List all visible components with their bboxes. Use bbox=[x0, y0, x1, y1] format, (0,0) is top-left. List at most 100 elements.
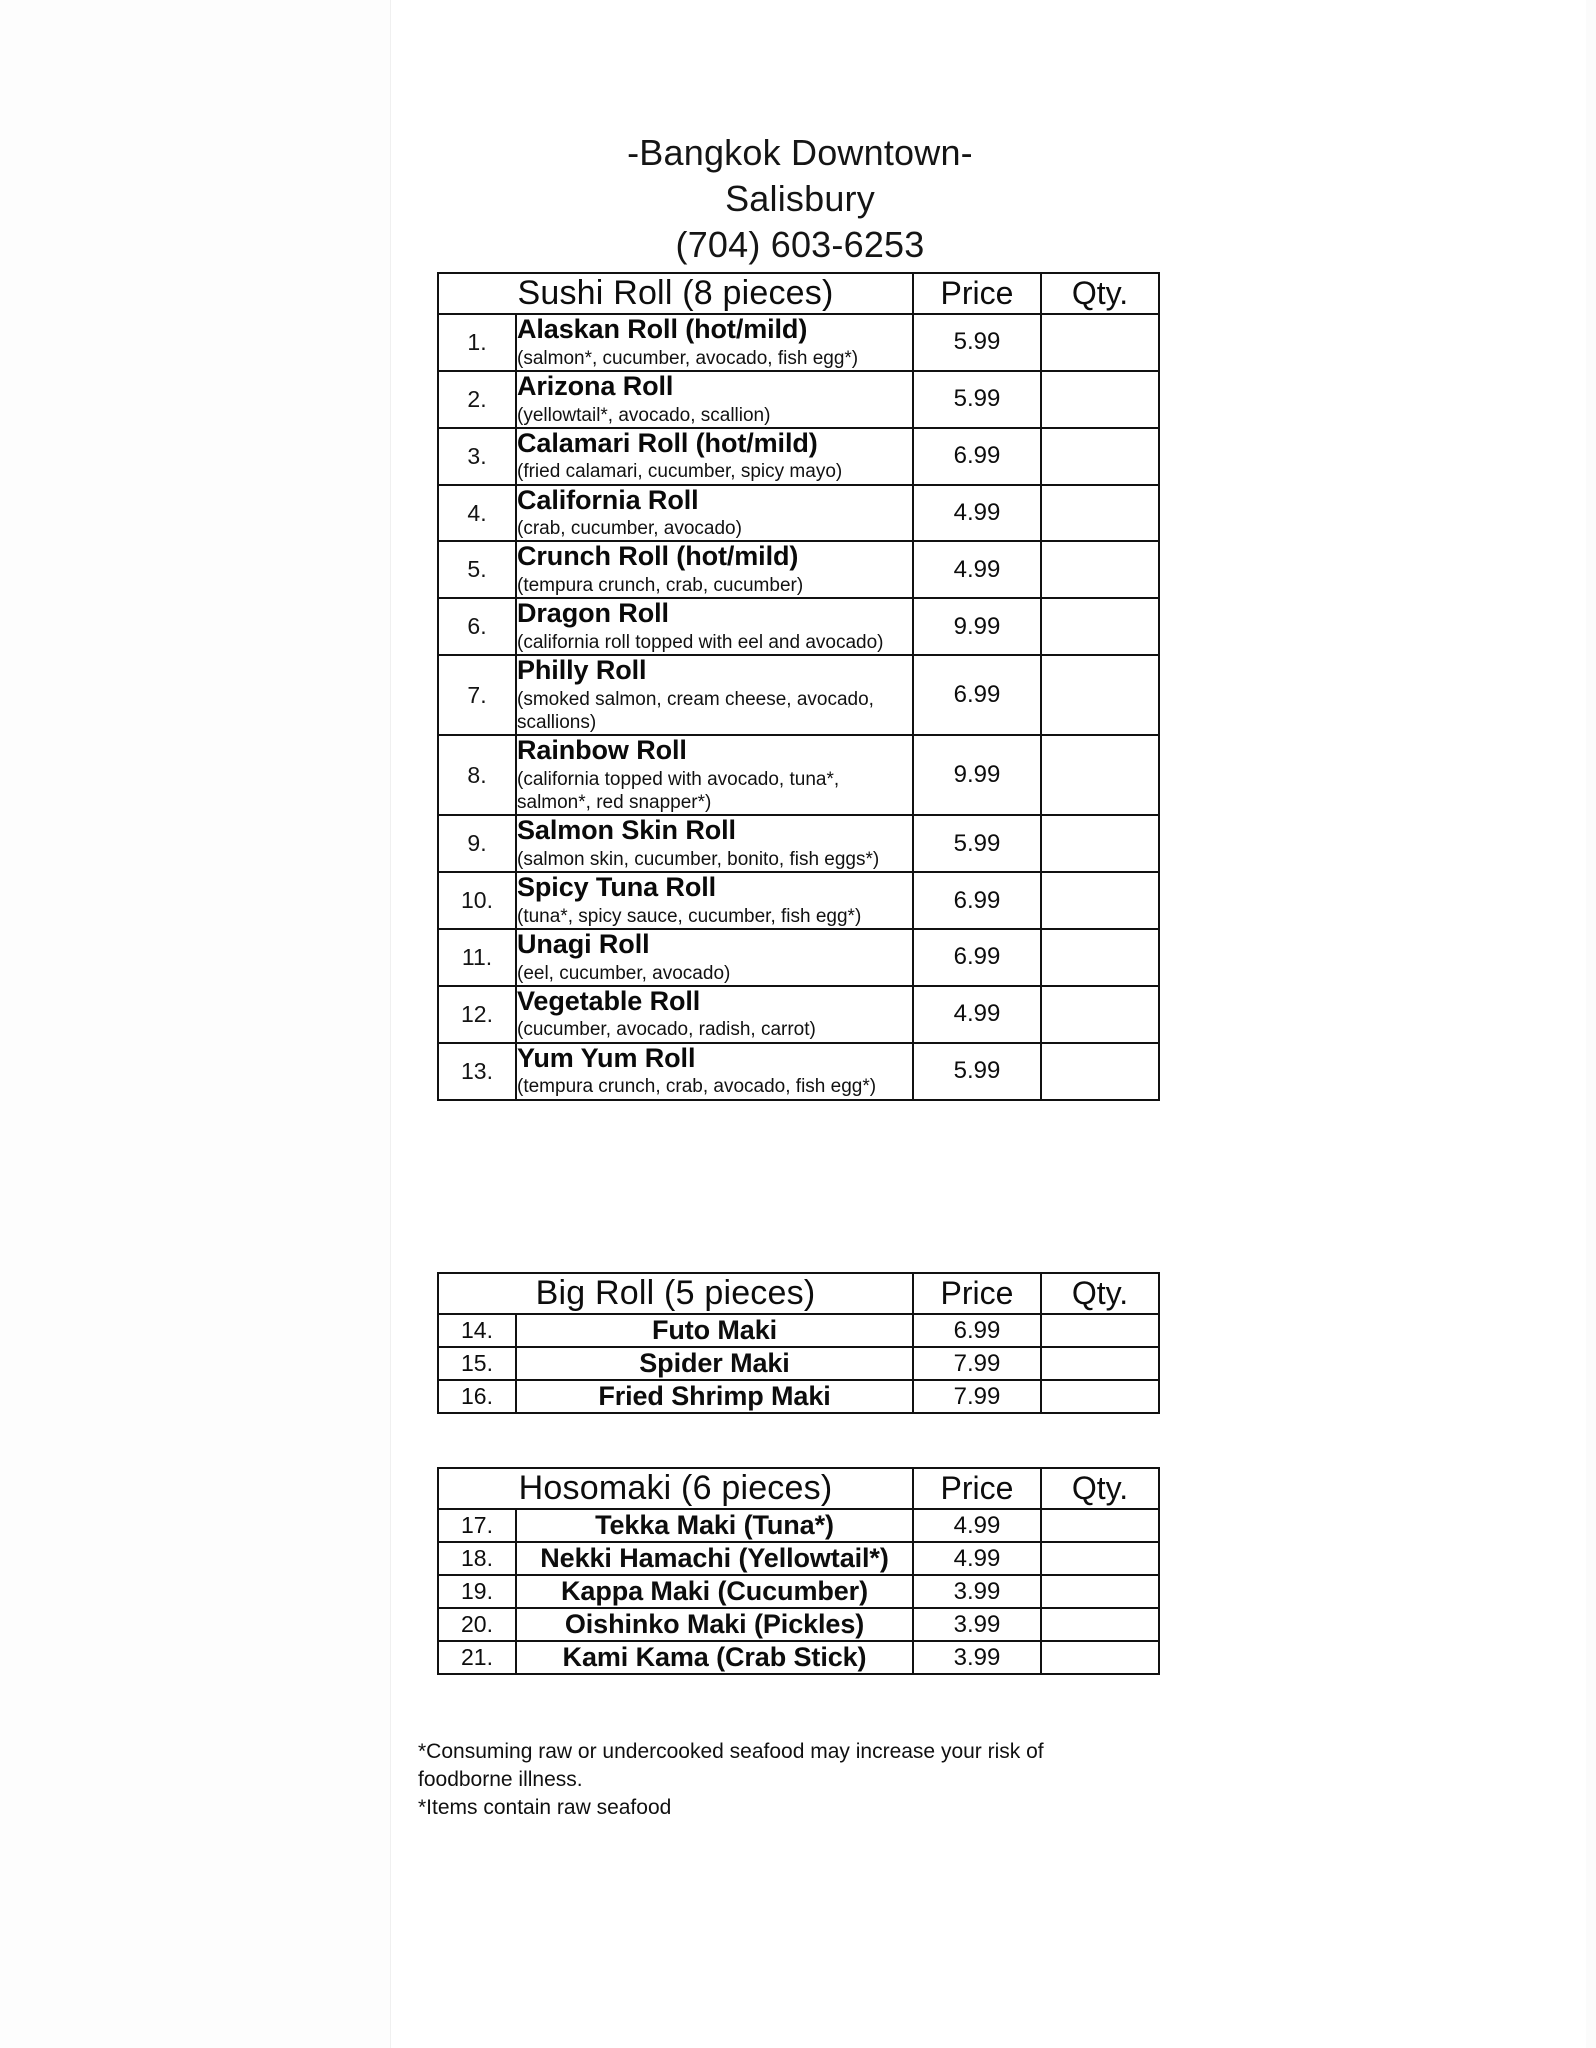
item-qty-input-cell[interactable] bbox=[1040, 540, 1160, 600]
item-price: 4.99 bbox=[912, 1541, 1042, 1576]
menu-item-row: 6. Dragon Roll (california roll topped wit… bbox=[437, 597, 1160, 657]
item-number: 13. bbox=[437, 1041, 517, 1101]
item-number: 6. bbox=[437, 597, 517, 657]
restaurant-name: -Bangkok Downtown- bbox=[627, 132, 973, 173]
menu-item-row: 20. Oishinko Maki (Pickles) 3.99 bbox=[437, 1607, 1160, 1642]
item-qty-input-cell[interactable] bbox=[1040, 871, 1160, 930]
item-name: Kami Kama (Crab Stick) bbox=[515, 1640, 914, 1675]
item-number: 11. bbox=[437, 927, 517, 987]
item-number: 14. bbox=[437, 1313, 517, 1348]
item-name-and-description: Crunch Roll (hot/mild) (tempura crunch, c… bbox=[515, 540, 914, 600]
item-price: 6.99 bbox=[912, 1313, 1042, 1348]
item-name: Vegetable Roll bbox=[517, 985, 701, 1016]
item-name: Unagi Roll bbox=[517, 928, 650, 959]
item-description: (salmon skin, cucumber, bonito, fish egg… bbox=[517, 848, 880, 870]
item-price: 6.99 bbox=[912, 927, 1042, 987]
item-qty-input-cell[interactable] bbox=[1040, 313, 1160, 372]
disclaimer-line-2: foodborne illness. bbox=[418, 1768, 583, 1792]
item-name: Yum Yum Roll bbox=[517, 1042, 696, 1073]
section-header-row: Sushi Roll (8 pieces) Price Qty. bbox=[437, 272, 1160, 315]
item-qty-input-cell[interactable] bbox=[1040, 1041, 1160, 1101]
item-number: 3. bbox=[437, 426, 517, 486]
menu-item-row: 16. Fried Shrimp Maki 7.99 bbox=[437, 1379, 1160, 1414]
item-description: (smoked salmon, cream cheese, avocado, s… bbox=[517, 688, 874, 734]
item-qty-input-cell[interactable] bbox=[1040, 1508, 1160, 1543]
item-name: Kappa Maki (Cucumber) bbox=[515, 1574, 914, 1609]
item-name-and-description: Dragon Roll (california roll topped with … bbox=[515, 597, 914, 657]
item-name: Tekka Maki (Tuna*) bbox=[515, 1508, 914, 1543]
item-name: Spicy Tuna Roll bbox=[517, 872, 717, 903]
item-number: 12. bbox=[437, 984, 517, 1044]
item-name: Arizona Roll bbox=[517, 370, 674, 401]
item-price: 7.99 bbox=[912, 1379, 1042, 1414]
item-description: (fried calamari, cucumber, spicy mayo) bbox=[517, 461, 843, 483]
item-qty-input-cell[interactable] bbox=[1040, 984, 1160, 1044]
item-description: (eel, cucumber, avocado) bbox=[517, 962, 731, 984]
item-description: (tuna*, spicy sauce, cucumber, fish egg*… bbox=[517, 905, 862, 927]
item-qty-input-cell[interactable] bbox=[1040, 1313, 1160, 1348]
item-name: Dragon Roll bbox=[517, 598, 669, 629]
disclaimer-note: *Consuming raw or undercooked seafood ma… bbox=[418, 1738, 1178, 1822]
item-qty-input-cell[interactable] bbox=[1040, 814, 1160, 874]
item-price: 9.99 bbox=[912, 597, 1042, 657]
menu-item-row: 9. Salmon Skin Roll (salmon skin, cucumber… bbox=[437, 814, 1160, 874]
item-description: (cucumber, avocado, radish, carrot) bbox=[517, 1019, 816, 1041]
menu-item-row: 12. Vegetable Roll (cucumber, avocado, rad… bbox=[437, 984, 1160, 1044]
item-price: 4.99 bbox=[912, 483, 1042, 543]
menu-item-row: 14. Futo Maki 6.99 bbox=[437, 1313, 1160, 1348]
item-number: 21. bbox=[437, 1640, 517, 1675]
item-name-and-description: California Roll (crab, cucumber, avocado) bbox=[515, 483, 914, 543]
section-header-row: Big Roll (5 pieces) Price Qty. bbox=[437, 1272, 1160, 1315]
item-qty-input-cell[interactable] bbox=[1040, 426, 1160, 486]
item-qty-input-cell[interactable] bbox=[1040, 1607, 1160, 1642]
item-number: 9. bbox=[437, 814, 517, 874]
item-qty-input-cell[interactable] bbox=[1040, 734, 1160, 817]
item-name: Futo Maki bbox=[515, 1313, 914, 1348]
item-price: 3.99 bbox=[912, 1640, 1042, 1675]
item-name: Rainbow Roll bbox=[517, 735, 687, 766]
scan-margin-left bbox=[0, 0, 391, 2048]
menu-item-row: 3. Calamari Roll (hot/mild) (fried calamar… bbox=[437, 426, 1160, 486]
item-price: 3.99 bbox=[912, 1607, 1042, 1642]
column-header-qty: Qty. bbox=[1040, 272, 1160, 315]
item-name: Salmon Skin Roll bbox=[517, 815, 736, 846]
item-price: 4.99 bbox=[912, 984, 1042, 1044]
column-header-qty: Qty. bbox=[1040, 1467, 1160, 1510]
item-price: 6.99 bbox=[912, 871, 1042, 930]
item-price: 4.99 bbox=[912, 1508, 1042, 1543]
item-price: 9.99 bbox=[912, 734, 1042, 817]
item-qty-input-cell[interactable] bbox=[1040, 597, 1160, 657]
sushi-roll-table: Sushi Roll (8 pieces) Price Qty. 1. Alask… bbox=[437, 272, 1160, 1101]
item-description: (california topped with avocado, tuna*, … bbox=[517, 768, 840, 814]
item-description: (tempura crunch, crab, avocado, fish egg… bbox=[517, 1076, 877, 1098]
item-description: (tempura crunch, crab, cucumber) bbox=[517, 575, 804, 597]
item-name: Philly Roll bbox=[517, 655, 647, 686]
item-price: 7.99 bbox=[912, 1346, 1042, 1381]
item-qty-input-cell[interactable] bbox=[1040, 483, 1160, 543]
column-header-price: Price bbox=[912, 1467, 1042, 1510]
item-qty-input-cell[interactable] bbox=[1040, 1346, 1160, 1381]
item-qty-input-cell[interactable] bbox=[1040, 927, 1160, 987]
hosomaki-rows: 17. Tekka Maki (Tuna*) 4.99 18. Nekki Hamach… bbox=[437, 1508, 1160, 1675]
menu-item-row: 19. Kappa Maki (Cucumber) 3.99 bbox=[437, 1574, 1160, 1609]
item-qty-input-cell[interactable] bbox=[1040, 369, 1160, 429]
item-description: (california roll topped with eel and avo… bbox=[517, 631, 884, 653]
item-number: 17. bbox=[437, 1508, 517, 1543]
menu-item-row: 21. Kami Kama (Crab Stick) 3.99 bbox=[437, 1640, 1160, 1675]
menu-item-row: 5. Crunch Roll (hot/mild) (tempura crunch,… bbox=[437, 540, 1160, 600]
item-name-and-description: Rainbow Roll (california topped with avoc… bbox=[515, 734, 914, 817]
item-price: 5.99 bbox=[912, 313, 1042, 372]
item-qty-input-cell[interactable] bbox=[1040, 1379, 1160, 1414]
item-name-and-description: Yum Yum Roll (tempura crunch, crab, avoca… bbox=[515, 1041, 914, 1101]
item-qty-input-cell[interactable] bbox=[1040, 654, 1160, 737]
item-qty-input-cell[interactable] bbox=[1040, 1574, 1160, 1609]
column-header-qty: Qty. bbox=[1040, 1272, 1160, 1315]
item-qty-input-cell[interactable] bbox=[1040, 1541, 1160, 1576]
item-name-and-description: Alaskan Roll (hot/mild) (salmon*, cucumbe… bbox=[515, 313, 914, 372]
item-qty-input-cell[interactable] bbox=[1040, 1640, 1160, 1675]
column-header-price: Price bbox=[912, 1272, 1042, 1315]
menu-item-row: 17. Tekka Maki (Tuna*) 4.99 bbox=[437, 1508, 1160, 1543]
item-price: 6.99 bbox=[912, 426, 1042, 486]
item-price: 5.99 bbox=[912, 814, 1042, 874]
item-description: (crab, cucumber, avocado) bbox=[517, 518, 742, 540]
